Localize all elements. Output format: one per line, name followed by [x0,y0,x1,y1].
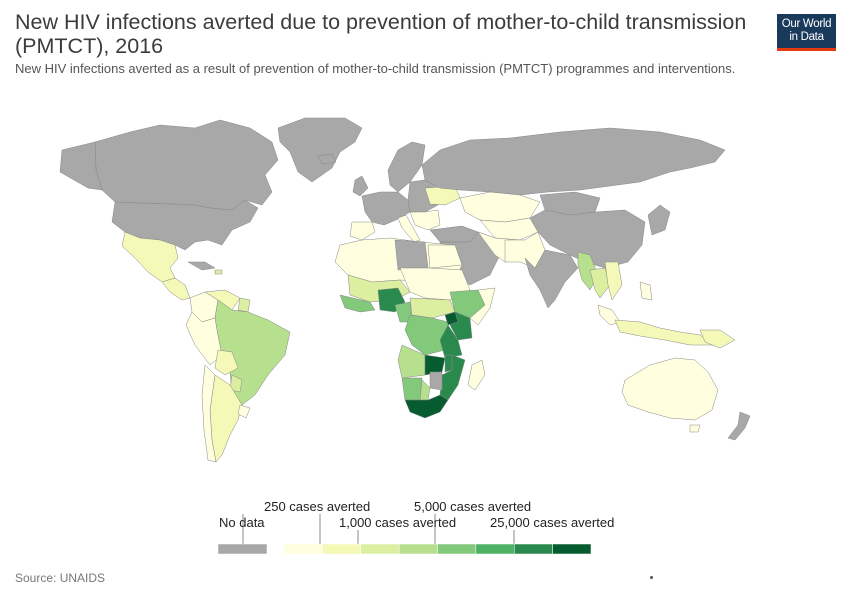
country-philippines[interactable] [639,281,653,301]
legend-swatch-6[interactable] [475,543,515,555]
country-indonesia[interactable] [614,319,716,346]
country-india[interactable] [524,249,579,309]
country-greenland[interactable] [277,117,363,183]
country-malawi[interactable] [444,354,453,373]
country-guyana[interactable] [237,297,251,313]
legend-swatch-7[interactable] [514,543,553,555]
country-alaska[interactable] [59,141,103,191]
country-kazakhstan[interactable] [459,191,541,223]
legend-label-5000: 5,000 cases averted [414,499,532,514]
country-namibia[interactable] [401,377,423,401]
country-iceland[interactable] [317,153,337,165]
legend-no-data-swatch[interactable] [217,543,268,555]
country-libya[interactable] [394,239,429,271]
country-drc[interactable] [404,314,449,356]
country-west-africa-coast[interactable] [339,294,376,313]
owid-logo[interactable]: Our World in Data [777,14,836,51]
country-botswana[interactable] [419,379,431,401]
country-haiti[interactable] [214,269,223,275]
country-thailand[interactable] [589,267,611,299]
legend-label-250: 250 cases averted [264,499,371,514]
country-somalia[interactable] [469,287,496,326]
decorative-dot [650,576,653,579]
country-new-zealand[interactable] [727,411,751,441]
country-korea-japan[interactable] [647,204,671,236]
country-canada[interactable] [94,119,279,211]
legend-swatch-8[interactable] [552,543,592,555]
country-paraguay[interactable] [229,374,243,393]
country-central-america[interactable] [161,277,191,301]
country-russia[interactable] [421,127,726,196]
country-cuba[interactable] [187,261,216,271]
legend-label-25000: 25,000 cases averted [490,515,615,530]
legend-swatch-5[interactable] [437,543,477,555]
country-uganda[interactable] [444,311,459,326]
country-malaysia[interactable] [597,304,621,326]
country-angola[interactable] [397,344,426,379]
country-uruguay[interactable] [237,404,251,419]
country-madagascar[interactable] [467,359,486,391]
country-italy[interactable] [397,214,421,243]
country-bolivia[interactable] [214,349,239,376]
country-png[interactable] [699,329,736,349]
legend-label-1000: 1,000 cases averted [339,515,457,530]
world-map [59,117,751,463]
country-spain[interactable] [349,221,376,241]
legend-label-no-data: No data [219,515,265,530]
chart-title: New HIV infections averted due to preven… [15,10,747,58]
country-chile[interactable] [201,364,217,463]
country-tasmania[interactable] [689,424,701,433]
legend-swatch-2[interactable] [322,543,361,555]
country-uk[interactable] [352,175,369,197]
country-vietnam[interactable] [604,261,623,301]
country-venezuela[interactable] [204,289,241,311]
legend-swatch-1[interactable] [283,543,323,555]
logo-line-1: Our World [781,18,832,30]
country-balkans[interactable] [409,209,441,231]
chart-subtitle: New HIV infections averted as a result o… [15,61,736,76]
country-south-africa[interactable] [404,394,449,419]
country-zimbabwe[interactable] [429,371,443,391]
logo-line-2: in Data [789,31,824,43]
source-note: Source: UNAIDS [15,571,106,585]
country-mexico[interactable] [121,231,179,283]
country-car[interactable] [409,297,456,319]
country-china[interactable] [529,209,646,269]
country-australia[interactable] [621,357,719,421]
country-egypt[interactable] [427,244,463,269]
country-turkey[interactable] [429,225,479,243]
logo-accent-bar [777,48,836,51]
legend-swatch-4[interactable] [398,543,438,555]
legend [217,514,592,555]
legend-swatch-3[interactable] [360,543,400,555]
